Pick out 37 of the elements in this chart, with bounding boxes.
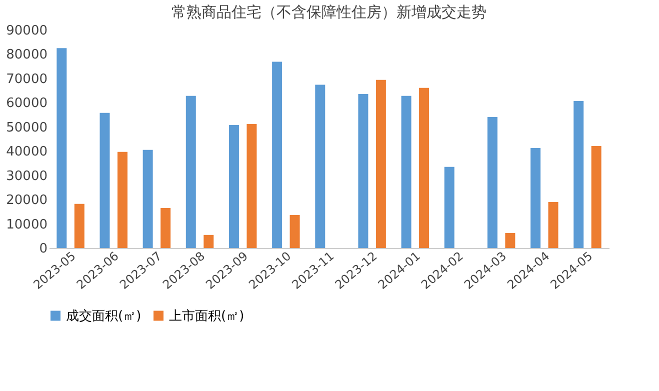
- bar: [117, 152, 128, 248]
- bar: [100, 112, 110, 248]
- y-tick-label: 80000: [6, 48, 48, 63]
- y-tick-label: 90000: [6, 24, 48, 38]
- legend-label: 成交面积(㎡): [66, 308, 142, 324]
- legend-label: 上市面积(㎡): [169, 308, 244, 324]
- y-tick-label: 50000: [6, 120, 48, 136]
- bar: [228, 124, 239, 248]
- bar: [487, 116, 498, 248]
- bar: [290, 215, 300, 248]
- chart-title: 常熟商品住宅（不含保障性住房）新增成交走势: [172, 3, 486, 21]
- bar: [444, 166, 454, 248]
- bar: [56, 48, 67, 248]
- y-tick-label: 40000: [6, 144, 48, 160]
- bar: [548, 202, 558, 248]
- bar: [376, 80, 386, 248]
- bar: [204, 234, 214, 248]
- bar: [574, 100, 584, 248]
- bar: [419, 88, 430, 248]
- y-tick-label: 30000: [6, 168, 48, 184]
- bar: [505, 232, 516, 248]
- bar: [142, 150, 153, 248]
- y-tick-label: 20000: [6, 193, 48, 208]
- y-tick-label: 0: [39, 242, 48, 256]
- bar: [358, 94, 368, 248]
- bar: [401, 96, 412, 248]
- y-tick-label: 10000: [6, 217, 48, 232]
- bar: [160, 208, 171, 248]
- bar: [74, 204, 84, 248]
- y-tick-label: 70000: [6, 72, 48, 87]
- bar: [315, 84, 326, 248]
- bar: [186, 96, 196, 248]
- y-tick-label: 60000: [6, 96, 48, 112]
- bar: [272, 62, 282, 248]
- bar: [246, 124, 257, 248]
- bar: [530, 148, 541, 248]
- bar: [591, 146, 602, 248]
